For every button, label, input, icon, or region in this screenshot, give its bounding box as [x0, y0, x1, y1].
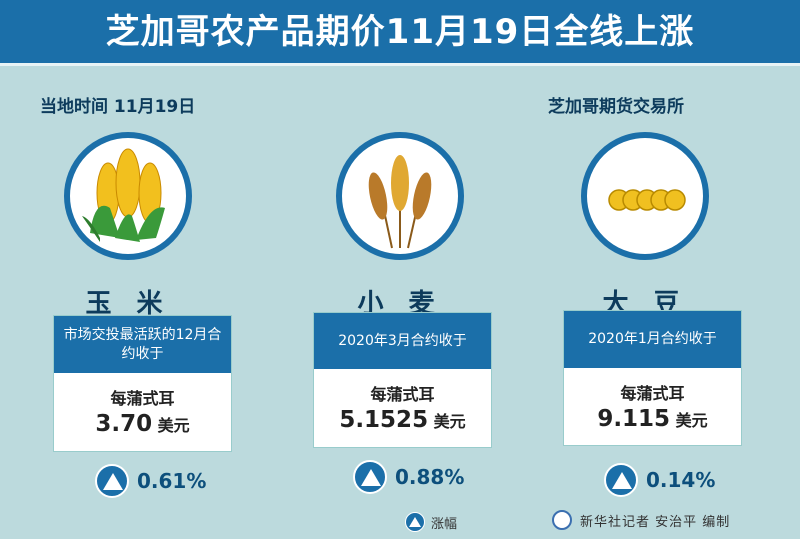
xinhua-logo-icon [552, 510, 572, 530]
change-value: 0.88% [395, 465, 465, 489]
soybean-icon [581, 132, 709, 260]
contract-label: 市场交投最活跃的12月合约收于 [54, 316, 231, 373]
credit-text: 新华社记者 安治平 编制 [580, 514, 731, 530]
unit-label: 每蒲式耳 [620, 384, 685, 403]
price-card: 2020年3月合约收于 每蒲式耳 5.1525 美元 [313, 312, 492, 448]
up-arrow-icon [604, 463, 638, 497]
currency-label: 美元 [157, 416, 190, 435]
contract-label: 2020年1月合约收于 [564, 311, 741, 368]
up-arrow-icon [405, 512, 425, 532]
page-title: 芝加哥农产品期价11月19日全线上涨 [0, 0, 800, 66]
exchange-label: 芝加哥期货交易所 [548, 97, 684, 117]
price-value: 5.1525 [339, 407, 429, 433]
credit: 新华社记者 安治平 编制 [552, 510, 730, 530]
corn-icon [64, 132, 192, 260]
commodity-name: 玉 米 [85, 289, 171, 319]
currency-label: 美元 [433, 412, 466, 431]
unit-label: 每蒲式耳 [370, 385, 435, 404]
legend-label: 涨幅 [431, 516, 458, 532]
date-label: 当地时间 11月19日 [40, 97, 196, 117]
up-arrow-icon [353, 460, 387, 494]
currency-label: 美元 [675, 411, 708, 430]
price-value: 3.70 [95, 411, 153, 437]
legend: 涨幅 [405, 512, 457, 532]
change-value: 0.14% [646, 468, 716, 492]
price-card: 市场交投最活跃的12月合约收于 每蒲式耳 3.70 美元 [53, 315, 232, 452]
contract-label: 2020年3月合约收于 [314, 313, 491, 369]
up-arrow-icon [95, 464, 129, 498]
price-value: 9.115 [597, 406, 671, 432]
price-card: 2020年1月合约收于 每蒲式耳 9.115 美元 [563, 310, 742, 446]
change-value: 0.61% [137, 469, 207, 493]
wheat-icon [336, 132, 464, 260]
unit-label: 每蒲式耳 [110, 389, 175, 408]
